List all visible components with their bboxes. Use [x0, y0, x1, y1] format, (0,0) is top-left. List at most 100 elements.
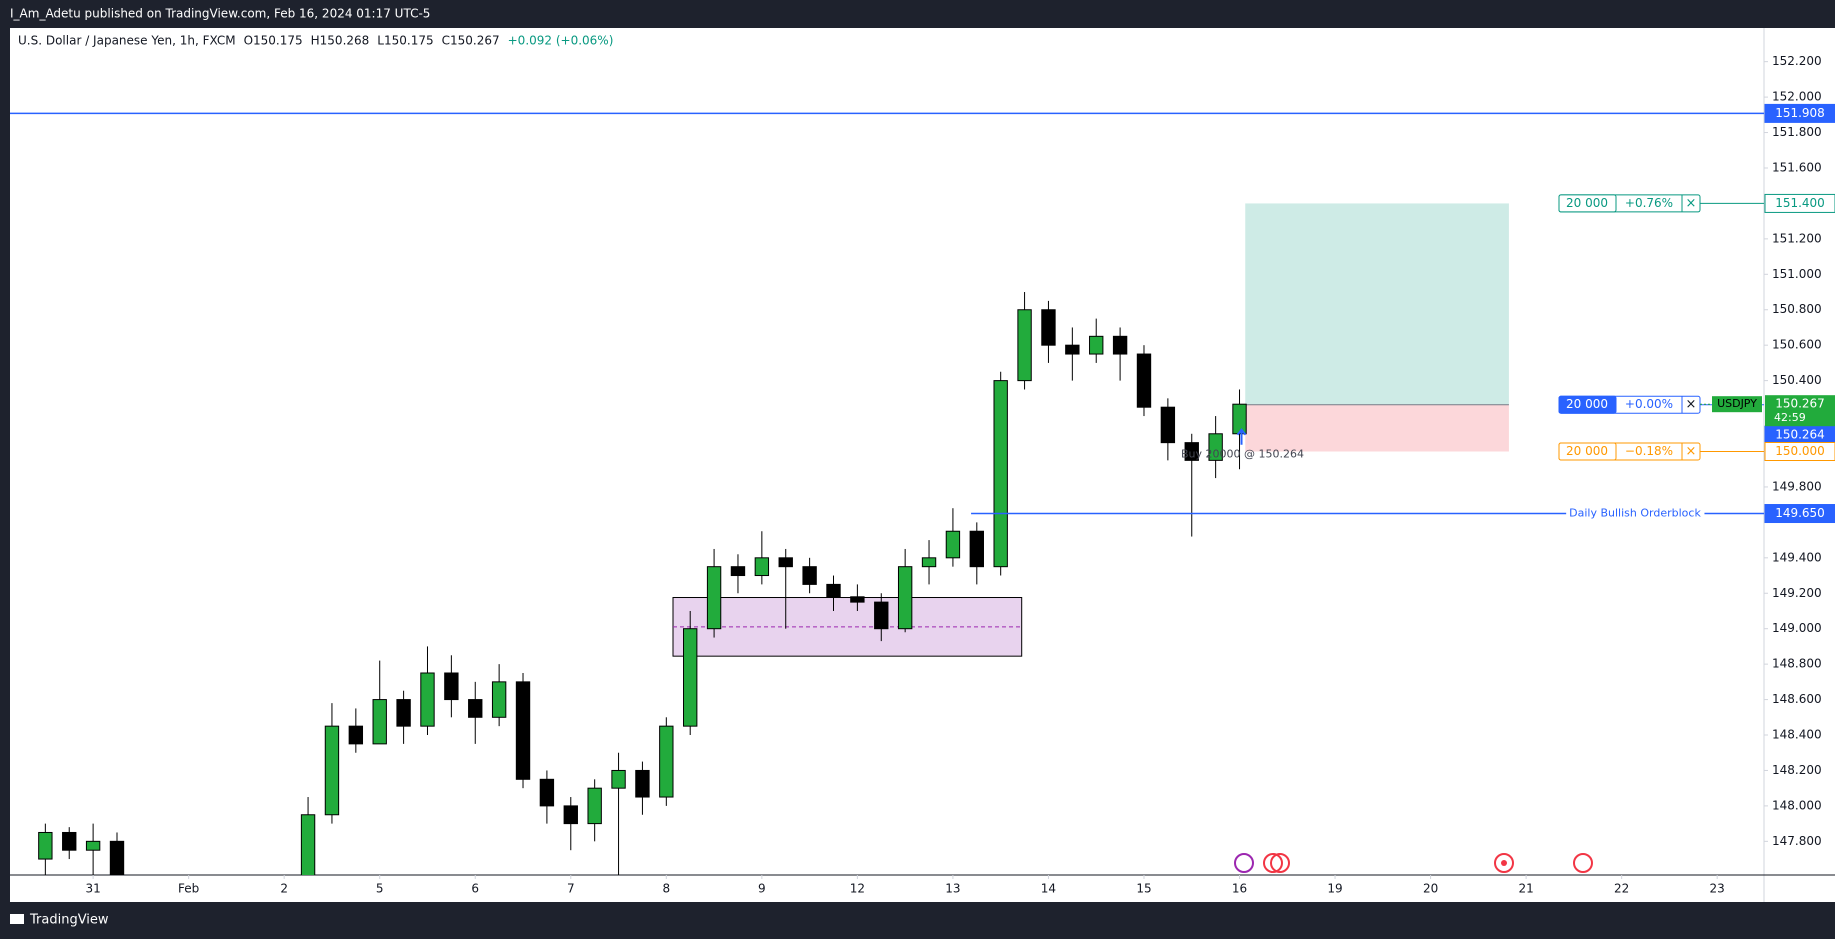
- order-qty: 20 000: [1566, 397, 1608, 411]
- y-tick-label: 150.800: [1772, 302, 1822, 316]
- order-qty: 20 000: [1566, 444, 1608, 458]
- order-close: ×: [1686, 397, 1697, 412]
- candle-body: [1136, 353, 1152, 408]
- candle-body: [659, 725, 674, 798]
- order-price-label-box: [1764, 442, 1835, 461]
- trade-text: Buy 20000 @ 150.264: [1181, 448, 1304, 461]
- candle-body: [1184, 442, 1199, 461]
- candle-body: [444, 672, 459, 701]
- order-close: ×: [1686, 444, 1697, 459]
- last-price-label: 150.267: [1775, 397, 1825, 411]
- candle-body: [563, 805, 578, 825]
- order-price-label: 151.400: [1775, 196, 1825, 210]
- y-tick-label: 148.000: [1772, 798, 1822, 812]
- candle-body: [62, 831, 77, 851]
- position-profit: [1245, 203, 1509, 405]
- x-tick-label: 31: [85, 882, 100, 896]
- position-loss: [1245, 404, 1509, 452]
- candle-body: [1065, 344, 1080, 355]
- level-text: Daily Bullish Orderblock: [1569, 507, 1701, 520]
- candle-body: [515, 681, 531, 780]
- y-tick-label: 147.800: [1772, 834, 1822, 848]
- x-tick-label: 8: [662, 882, 670, 896]
- candle-body: [587, 787, 602, 825]
- order-price-label: 150.000: [1775, 444, 1825, 458]
- y-tick-label: 148.800: [1772, 657, 1822, 671]
- y-tick-label: 151.800: [1772, 125, 1822, 139]
- x-tick-label: 16: [1232, 882, 1247, 896]
- ohlc-text: H150.268: [311, 34, 370, 48]
- candle-body: [635, 769, 650, 798]
- candle-body: [85, 840, 101, 851]
- candle-body: [826, 583, 841, 598]
- candle-body: [969, 530, 984, 568]
- y-tick-label: 152.200: [1772, 54, 1822, 68]
- y-tick-label: 151.000: [1772, 267, 1822, 281]
- candle-body: [850, 596, 865, 603]
- x-tick-label: 19: [1327, 882, 1342, 896]
- y-tick-label: 150.400: [1772, 373, 1822, 387]
- countdown: 42:59: [1774, 411, 1806, 424]
- plot: [38, 203, 1509, 875]
- candle-body: [1089, 335, 1104, 355]
- candle-body: [420, 672, 435, 727]
- candle-body: [897, 566, 913, 630]
- order-pct: −0.18%: [1625, 444, 1673, 458]
- candle-body: [1112, 335, 1128, 355]
- order-qty-box: [1558, 395, 1617, 414]
- ohlc-text: L150.175: [377, 34, 433, 48]
- candle-body: [730, 566, 746, 577]
- candle-body: [348, 725, 364, 745]
- x-tick-label: 14: [1041, 882, 1056, 896]
- x-tick-label: 20: [1423, 882, 1438, 896]
- symbol-tag: USDJPY: [1717, 397, 1757, 410]
- level-price-label: 151.908: [1775, 106, 1825, 120]
- level-text-bg: [1566, 506, 1705, 520]
- candle-body: [1232, 403, 1247, 435]
- last-price-box: [1765, 395, 1835, 427]
- x-tick-label: 9: [758, 882, 766, 896]
- order-qty-box: [1558, 442, 1617, 461]
- ohlc-text: C150.267: [442, 34, 500, 48]
- order-qty-box: [1558, 194, 1617, 213]
- y-tick-label: 149.800: [1772, 479, 1822, 493]
- candle-body: [1160, 406, 1176, 444]
- symbol-tag-box: [1712, 396, 1762, 413]
- x-tick-label: Feb: [178, 882, 199, 896]
- candle-body: [874, 601, 889, 630]
- candle-body: [396, 699, 411, 727]
- tv-logo: [10, 914, 24, 924]
- x-tick-label: 21: [1518, 882, 1533, 896]
- x-tick-label: 5: [376, 882, 384, 896]
- event-icons: [1234, 853, 1593, 873]
- trade-arrow: [1236, 428, 1247, 445]
- candle-body: [754, 557, 770, 577]
- header-text: I_Am_Adetu published on TradingView.com,…: [10, 7, 430, 21]
- candle-body: [1208, 433, 1223, 461]
- candle-body: [468, 699, 483, 718]
- y-tick-label: 151.200: [1772, 231, 1822, 245]
- order-price-label-box: [1764, 193, 1835, 213]
- candle-body: [539, 778, 555, 807]
- candle-body: [706, 566, 722, 630]
- y-tick-label: 149.000: [1772, 621, 1822, 635]
- x-tick-label: 6: [471, 882, 479, 896]
- candle-body: [611, 769, 626, 789]
- x-tick-label: 22: [1614, 882, 1629, 896]
- chart-title: U.S. Dollar / Japanese Yen, 1h, FXCM: [18, 34, 236, 48]
- x-tick-label: 2: [280, 882, 288, 896]
- candle-body: [802, 566, 817, 585]
- order-close: ×: [1686, 196, 1697, 211]
- candle-body: [324, 725, 340, 816]
- y-tick-label: 151.600: [1772, 160, 1822, 174]
- level-price-label-box: [1764, 504, 1835, 524]
- ohlc-text: O150.175: [244, 34, 303, 48]
- x-tick-label: 23: [1710, 882, 1725, 896]
- x-tick-label: 15: [1136, 882, 1151, 896]
- candle-body: [109, 840, 125, 875]
- plot-area: [10, 28, 1835, 902]
- candle-body: [921, 557, 937, 568]
- candle-body: [993, 380, 1008, 568]
- y-tick-label: 148.600: [1772, 692, 1822, 706]
- candle-body: [683, 628, 698, 727]
